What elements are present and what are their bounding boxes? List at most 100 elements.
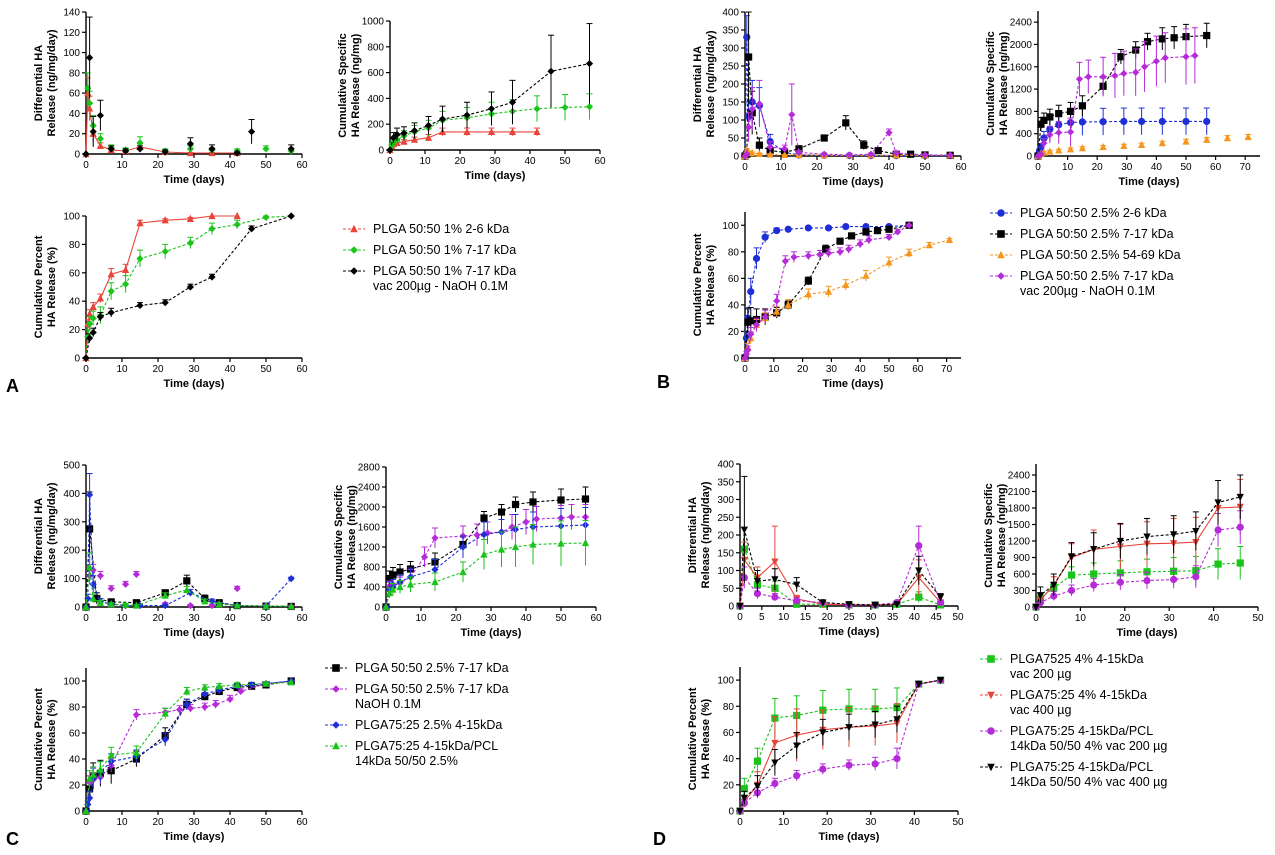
data-point — [262, 679, 270, 687]
x-tick-label: 50 — [1180, 162, 1192, 173]
data-point — [753, 578, 762, 586]
y-tick-label: 100 — [717, 566, 734, 577]
data-point — [1066, 145, 1075, 153]
x-tick-label: 15 — [800, 612, 812, 623]
data-point — [745, 53, 753, 61]
data-point — [431, 577, 439, 586]
data-point — [132, 601, 140, 609]
data-point — [788, 111, 796, 119]
data-point — [761, 233, 769, 241]
y-tick-label: 50 — [728, 134, 740, 145]
data-point — [287, 678, 295, 686]
x-tick-label: 50 — [952, 612, 964, 623]
data-point — [511, 500, 520, 509]
data-point — [186, 239, 194, 247]
chart-d-cum: 0 300 600 900 1200 1500 1800 2100 2400 0 10 20 30 40 5… — [983, 464, 1264, 639]
data-point — [82, 602, 90, 611]
x-axis-label: Time (days) — [461, 627, 522, 639]
legend-marker — [350, 224, 358, 233]
data-point — [84, 84, 92, 92]
data-point — [747, 288, 755, 296]
y-axis-label-line: Release (ng/mg/day) — [46, 29, 58, 136]
data-point — [842, 119, 850, 127]
y-tick-label: 0 — [74, 150, 80, 161]
y-tick-label: 100 — [717, 676, 734, 687]
y-axis-label: Cumulative SpecificHA Release (ng/mg) — [983, 483, 1008, 588]
x-tick-label: 20 — [1119, 613, 1131, 624]
data-point — [820, 134, 828, 142]
y-tick-label: 1200 — [1008, 537, 1031, 548]
data-point — [745, 123, 753, 131]
data-point — [237, 687, 245, 695]
x-tick-label: 35 — [887, 612, 899, 623]
x-tick-label: 45 — [931, 612, 943, 623]
data-point — [410, 135, 419, 143]
chart-d-diff: 0 50 100 150 200 250 300 350 400 0 5 10 15 20 25 30 35 40… — [687, 460, 964, 639]
x-tick-label: 0 — [1035, 162, 1041, 173]
x-tick-label: 30 — [188, 613, 200, 624]
series-line — [85, 567, 292, 608]
x-tick-label: 20 — [152, 160, 164, 171]
chart-a-pct: 0 20 40 60 80 100 0 10 20 30 40 50 60 Time (days) Cumu… — [33, 212, 308, 391]
data-point — [945, 235, 954, 243]
data-point — [287, 602, 295, 610]
data-point — [1111, 72, 1119, 80]
x-tick-label: 20 — [822, 817, 834, 828]
x-tick-label: 10 — [1062, 162, 1074, 173]
y-axis-label: Cumulative SpecificHA Release (ng/mg) — [333, 485, 358, 590]
data-point — [400, 129, 408, 137]
data-point — [86, 320, 94, 328]
data-point — [136, 219, 144, 227]
data-point — [915, 542, 923, 550]
data-point — [233, 149, 241, 157]
data-point — [532, 515, 541, 523]
data-point — [82, 806, 90, 815]
series-line — [85, 494, 292, 608]
data-point — [1143, 568, 1151, 576]
panel-letter-c: C — [6, 829, 19, 849]
legend-label: vac 200µg - NaOH 0.1M — [373, 279, 508, 293]
y-tick-label: 250 — [717, 513, 734, 524]
data-point — [581, 495, 590, 503]
series-line — [739, 679, 941, 812]
data-point — [1040, 116, 1048, 124]
data-point — [1120, 117, 1128, 126]
data-point — [1203, 117, 1211, 126]
data-point — [1040, 139, 1048, 147]
y-tick-label: 600 — [1013, 570, 1030, 581]
data-point — [161, 148, 169, 156]
y-tick-label: 400 — [63, 489, 80, 500]
x-tick-label: 0 — [83, 364, 89, 375]
data-point — [132, 748, 140, 756]
data-point — [771, 779, 779, 788]
series-a1 — [82, 77, 241, 158]
y-tick-label: 20 — [69, 129, 81, 140]
x-tick-label: 10 — [415, 613, 427, 624]
series-line — [744, 37, 951, 157]
chart-a-diff: 0 20 40 60 80 100 120 140 0 10 20 30 40 50 60 Time (day… — [33, 8, 308, 187]
data-point — [1078, 118, 1086, 126]
x-axis-label: Time (days) — [164, 378, 225, 390]
series-a3 — [82, 212, 295, 362]
data-point — [86, 794, 94, 802]
data-point — [915, 593, 923, 601]
series-d4 — [736, 676, 945, 816]
data-point — [161, 735, 169, 744]
y-tick-label: 2400 — [1010, 18, 1033, 29]
series-line — [744, 149, 951, 157]
data-point — [1075, 75, 1084, 83]
y-tick-label: 1200 — [358, 543, 381, 554]
data-point — [511, 542, 520, 551]
data-point — [215, 600, 223, 608]
data-point — [89, 566, 97, 574]
legend-a: PLGA 50:50 1% 2-6 kDa PLGA 50:50 1% 7-17 … — [343, 222, 516, 293]
data-point — [816, 250, 824, 259]
data-point — [1037, 120, 1045, 128]
data-point — [89, 770, 97, 778]
data-point — [389, 571, 397, 579]
data-point — [755, 100, 763, 108]
data-point — [752, 321, 761, 329]
x-tick-label: 40 — [855, 364, 867, 375]
data-point — [771, 739, 779, 748]
data-point — [740, 785, 748, 793]
